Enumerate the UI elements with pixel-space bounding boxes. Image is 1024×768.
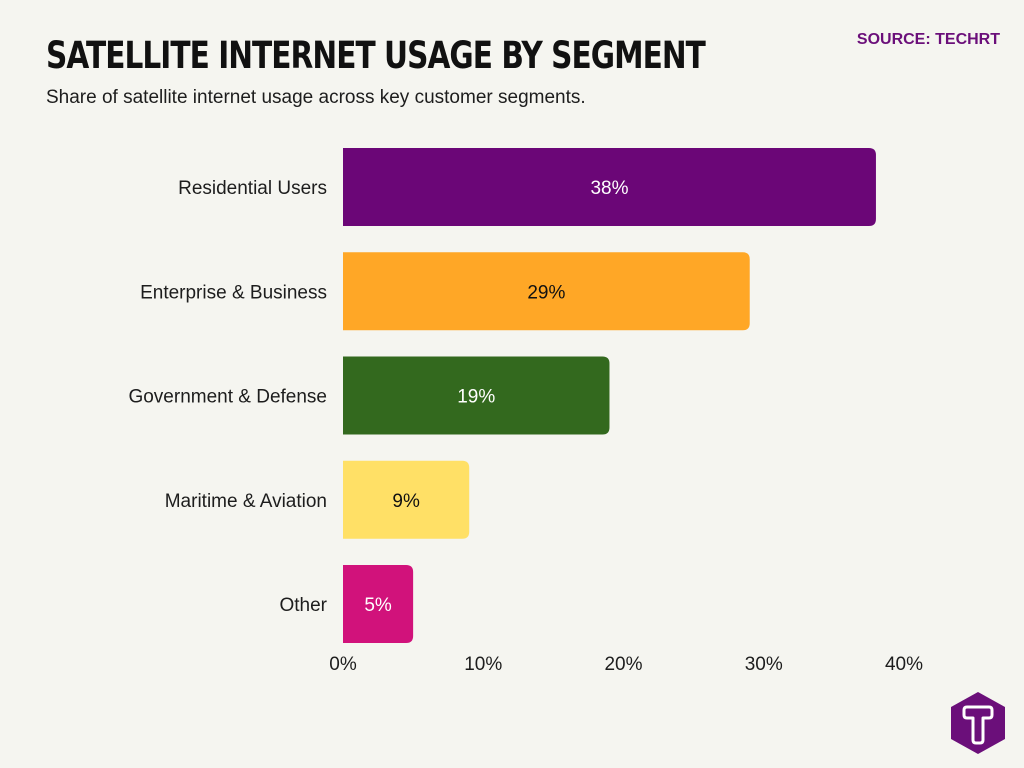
category-label: Residential Users <box>178 178 327 199</box>
source-label: SOURCE: TECHRT <box>856 31 1000 48</box>
bar <box>343 565 414 643</box>
techrt-logo-icon <box>951 692 1005 754</box>
logo-hexagon <box>951 692 1005 754</box>
data-label: 19% <box>457 387 495 408</box>
x-tick-label: 40% <box>885 654 923 675</box>
bar <box>343 252 750 331</box>
data-label: 29% <box>527 282 565 303</box>
x-tick-label: 20% <box>604 654 642 675</box>
chart-title: Satellite Internet Usage by Segment <box>46 34 706 77</box>
category-label: Enterprise & Business <box>140 282 327 303</box>
x-tick-label: 0% <box>329 654 357 675</box>
data-label: 38% <box>590 178 628 199</box>
bar <box>343 148 876 226</box>
logo-letter-t <box>962 705 994 745</box>
category-label: Other <box>279 595 327 616</box>
category-label: Government & Defense <box>128 387 327 408</box>
data-label: 5% <box>364 595 392 616</box>
bar <box>343 460 470 539</box>
category-label: Maritime & Aviation <box>165 491 327 512</box>
bar <box>343 356 610 435</box>
x-tick-label: 10% <box>464 654 502 675</box>
x-tick-label: 30% <box>745 654 783 675</box>
data-label: 9% <box>392 491 420 512</box>
chart-subtitle: Share of satellite internet usage across… <box>46 87 586 108</box>
